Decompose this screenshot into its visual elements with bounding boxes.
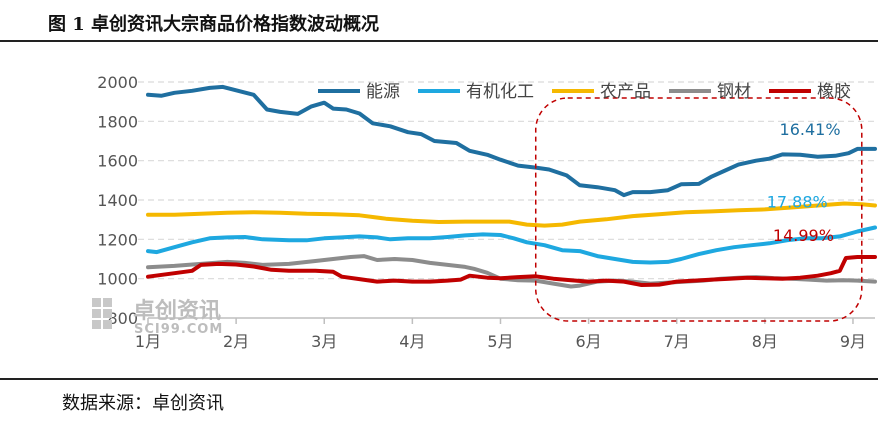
data-source-note: 数据来源：卓创资讯: [62, 393, 224, 414]
legend: 能源 有机化工 农产品 钢材 橡胶: [318, 82, 851, 102]
y-tick-label: 1400: [97, 191, 138, 210]
y-tick-label: 800: [107, 309, 138, 328]
x-tick-label: 1月: [135, 332, 161, 351]
y-tick-label: 1200: [97, 230, 138, 249]
top-rule: [0, 40, 878, 42]
x-tick-label: 4月: [399, 332, 425, 351]
y-tick-label: 1800: [97, 112, 138, 131]
series-lines: [146, 84, 877, 289]
grid-lines: [138, 81, 875, 280]
series-line-有机化工: [146, 225, 877, 265]
annotations: 16.41% 17.88% 14.99%: [767, 120, 841, 245]
chart-title: 图 1 卓创资讯大宗商品价格指数波动概况: [48, 14, 380, 35]
y-tick-label: 2000: [97, 73, 138, 92]
legend-label: 钢材: [717, 82, 751, 102]
x-tick-label: 7月: [664, 332, 690, 351]
series-line-农产品: [146, 201, 877, 228]
watermark-site: SCI99.COM: [134, 322, 223, 337]
highlight-region: [534, 97, 863, 322]
y-tick-label: 1600: [97, 152, 138, 171]
legend-label: 能源: [366, 82, 400, 102]
series-line-橡胶: [146, 255, 877, 287]
highlight-rect: [534, 97, 863, 322]
bottom-rule: [0, 378, 878, 380]
series-line-能源: [146, 84, 877, 198]
legend-label: 有机化工: [466, 82, 534, 102]
series-line-钢材: [146, 254, 877, 289]
annotation-label: 14.99%: [773, 226, 834, 245]
y-axis: 800 1000 1200 1400 1600 1800 2000: [97, 73, 138, 328]
watermark-logo-icon: [92, 298, 112, 329]
y-tick-label: 1000: [97, 270, 138, 289]
legend-label: 橡胶: [817, 82, 851, 102]
watermark-name: 卓创资讯: [133, 299, 221, 324]
annotation-label: 17.88%: [767, 193, 828, 212]
x-tick-label: 9月: [840, 332, 866, 351]
legend-label: 农产品: [600, 82, 651, 102]
x-tick-label: 3月: [311, 332, 337, 351]
annotation-label: 16.41%: [780, 120, 841, 139]
x-tick-label: 8月: [752, 332, 778, 351]
x-axis: 1月 2月 3月 4月 5月 6月 7月 8月 9月: [135, 317, 875, 351]
watermark: 卓创资讯 SCI99.COM: [92, 298, 223, 337]
x-tick-label: 2月: [223, 332, 249, 351]
x-tick-label: 5月: [487, 332, 513, 351]
x-tick-label: 6月: [576, 332, 602, 351]
